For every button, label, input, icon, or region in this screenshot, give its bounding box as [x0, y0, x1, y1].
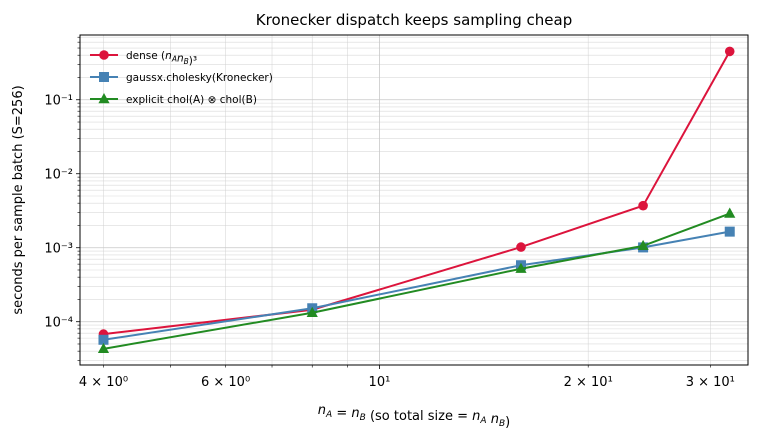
data-point — [724, 46, 735, 57]
major-grid — [80, 35, 748, 365]
minor-grid — [80, 35, 748, 365]
data-point — [97, 342, 110, 354]
legend-item: gaussx.cholesky(Kronecker) — [90, 72, 273, 84]
y-tick-label: 10⁻⁴ — [44, 316, 73, 331]
y-tick-labels: 10⁻⁴ 10⁻³ 10⁻² 10⁻¹ — [44, 94, 73, 331]
y-tick-label: 10⁻² — [44, 168, 73, 183]
legend-label: gaussx.cholesky(Kronecker) — [126, 72, 273, 84]
y-tick-label: 10⁻³ — [44, 242, 73, 257]
legend-label: dense (nAnB)³ — [126, 50, 197, 67]
data-point — [306, 306, 318, 317]
legend-marker — [99, 50, 109, 60]
data-point — [638, 200, 648, 211]
legend: dense (nAnB)³ gaussx.cholesky(Kronecker) e… — [90, 50, 273, 106]
chart-title: Kronecker dispatch keeps sampling cheap — [256, 11, 572, 29]
data-point — [724, 207, 736, 218]
legend-marker — [98, 93, 110, 104]
axis-ticks — [76, 36, 711, 369]
data-point — [724, 226, 735, 237]
series-triangle — [97, 207, 736, 354]
legend-item: explicit chol(A) ⊗ chol(B) — [90, 93, 257, 106]
x-tick-label: 3 × 10¹ — [686, 375, 735, 390]
x-tick-label: 10¹ — [369, 375, 391, 390]
x-tick-label: 4 × 10⁰ — [79, 375, 128, 390]
series-layer — [97, 46, 736, 354]
data-point — [515, 262, 527, 273]
legend-marker — [99, 72, 109, 82]
legend-label: explicit chol(A) ⊗ chol(B) — [126, 94, 257, 106]
data-point — [98, 334, 109, 345]
x-tick-label: 6 × 10⁰ — [201, 375, 250, 390]
y-axis-label: seconds per sample batch (S=256) — [11, 85, 26, 314]
x-tick-label: 2 × 10¹ — [564, 375, 613, 390]
y-tick-label: 10⁻¹ — [44, 94, 73, 109]
data-point — [637, 239, 649, 251]
x-axis-label: nA = nB (so total size = nA nB) — [318, 403, 510, 429]
legend-item: dense (nAnB)³ — [90, 50, 197, 67]
plot-frame — [79, 34, 749, 366]
data-point — [516, 242, 526, 252]
x-tick-labels: 4 × 10⁰ 6 × 10⁰ 10¹ 2 × 10¹ 3 × 10¹ — [79, 375, 735, 390]
